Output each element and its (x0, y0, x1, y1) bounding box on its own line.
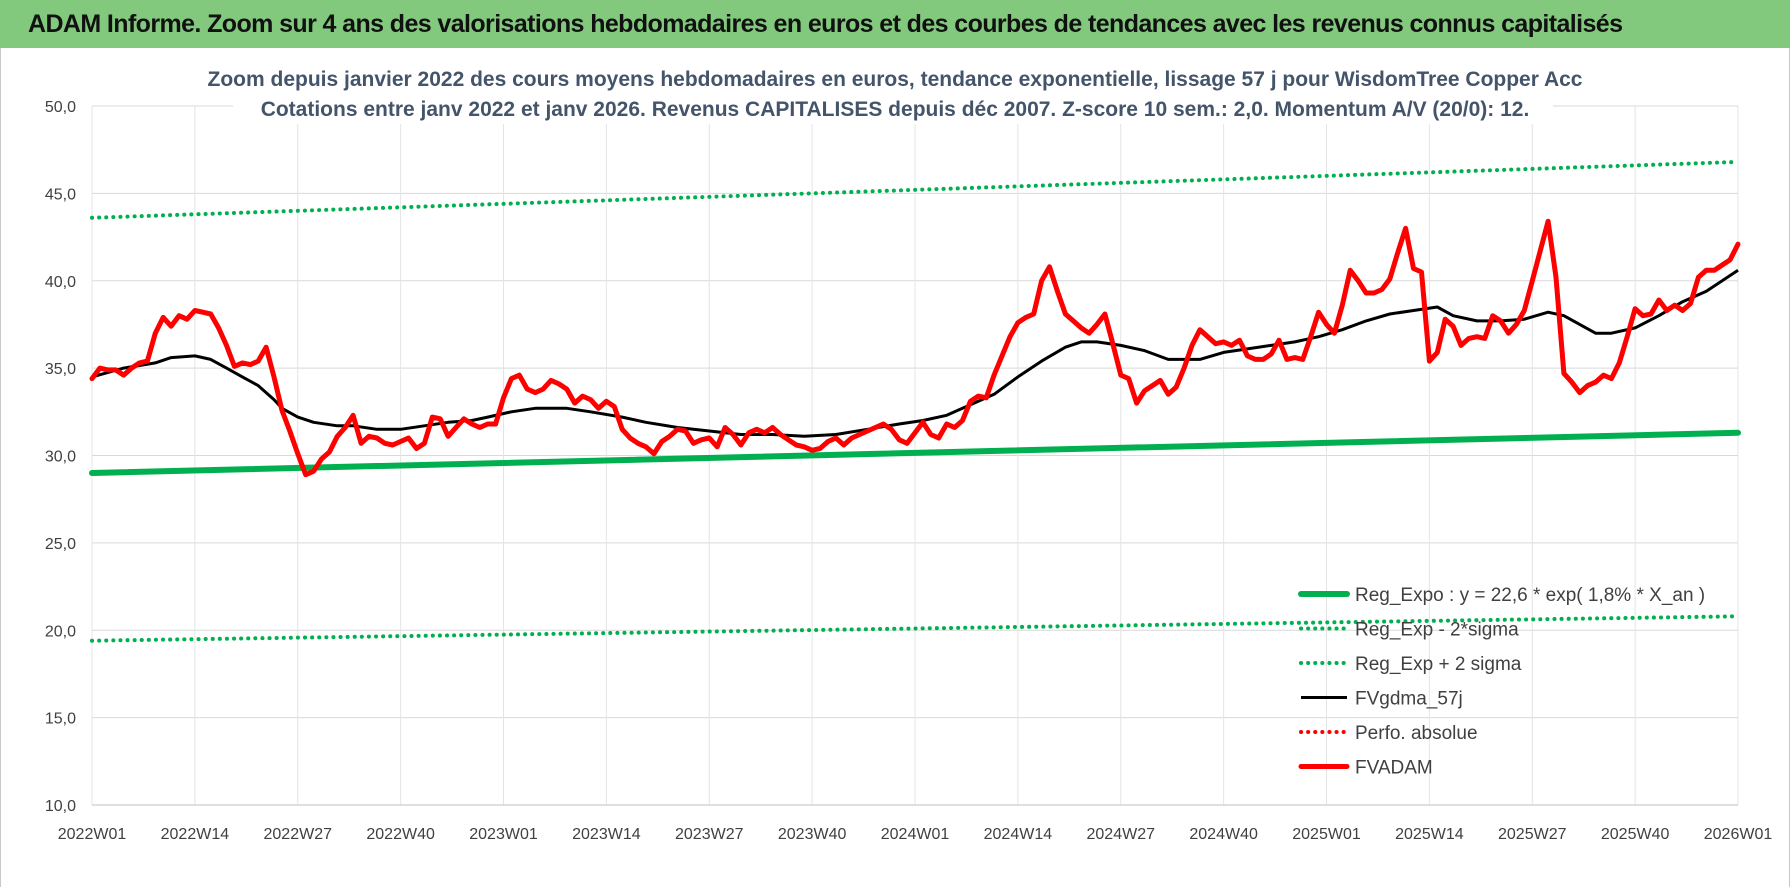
y-tick-label: 30,0 (45, 449, 76, 466)
chart-legend: Reg_Expo : y = 22,6 * exp( 1,8% * X_an )… (1298, 585, 1705, 779)
x-tick-label: 2023W40 (778, 826, 847, 843)
x-tick-label: 2023W27 (675, 826, 744, 843)
y-tick-label: 20,0 (45, 623, 76, 640)
legend-label: Perfo. absolue (1355, 723, 1478, 744)
line-chart: 10,0 15,0 20,0 25,0 30,0 35,0 40,0 45,0 50,0 202… (1, 48, 1789, 887)
chart-title-line2: Cotations entre janv 2022 et janv 2026. … (261, 98, 1530, 121)
x-tick-label: 2025W14 (1395, 826, 1464, 843)
chart-container: 10,0 15,0 20,0 25,0 30,0 35,0 40,0 45,0 50,0 202… (0, 48, 1790, 887)
legend-label: Reg_Exp + 2 sigma (1355, 654, 1522, 675)
y-tick-label: 15,0 (45, 711, 76, 728)
series-line-reg-expo-y-22-6-exp-1-8-x-an (89, 429, 1741, 476)
y-tick-label: 45,0 (45, 186, 76, 203)
title-background (233, 58, 1553, 124)
x-tick-label: 2025W40 (1601, 826, 1670, 843)
legend-label: FVADAM (1355, 758, 1433, 779)
x-tick-label: 2024W40 (1189, 826, 1258, 843)
y-tick-label: 50,0 (45, 99, 76, 116)
x-tick-label: 2022W27 (264, 826, 333, 843)
series-line-reg-exp-2-sigma (90, 159, 1740, 220)
x-axis-tick-labels: 2022W01 2022W14 2022W27 2022W40 2023W01 2023W… (58, 826, 1773, 843)
x-tick-label: 2022W40 (366, 826, 435, 843)
legend-label: FVgdma_57j (1355, 689, 1463, 710)
report-header-bar: ADAM Informe. Zoom sur 4 ans des valoris… (0, 0, 1790, 48)
x-tick-label: 2023W14 (572, 826, 641, 843)
x-tick-label: 2024W01 (881, 826, 950, 843)
x-tick-label: 2025W27 (1498, 826, 1567, 843)
x-tick-label: 2023W01 (469, 826, 538, 843)
x-tick-label: 2025W01 (1292, 826, 1361, 843)
y-tick-label: 35,0 (45, 361, 76, 378)
x-tick-label: 2024W27 (1087, 826, 1156, 843)
x-tick-label: 2026W01 (1704, 826, 1773, 843)
chart-title-line1: Zoom depuis janvier 2022 des cours moyen… (208, 68, 1583, 91)
series-line-fvadam (89, 218, 1741, 478)
y-tick-label: 25,0 (45, 536, 76, 553)
series-lines (89, 159, 1741, 643)
series-line-reg-exp-2-sigma (90, 614, 1740, 643)
y-tick-label: 10,0 (45, 798, 76, 815)
x-tick-label: 2022W01 (58, 826, 127, 843)
x-tick-label: 2024W14 (984, 826, 1053, 843)
x-tick-label: 2022W14 (161, 826, 230, 843)
legend-label: Reg_Expo : y = 22,6 * exp( 1,8% * X_an ) (1355, 585, 1705, 606)
report-title: ADAM Informe. Zoom sur 4 ans des valoris… (28, 9, 1623, 38)
y-axis-tick-labels: 10,0 15,0 20,0 25,0 30,0 35,0 40,0 45,0 50,0 (45, 99, 76, 815)
y-tick-label: 40,0 (45, 274, 76, 291)
legend-label: Reg_Exp - 2*sigma (1355, 620, 1519, 641)
